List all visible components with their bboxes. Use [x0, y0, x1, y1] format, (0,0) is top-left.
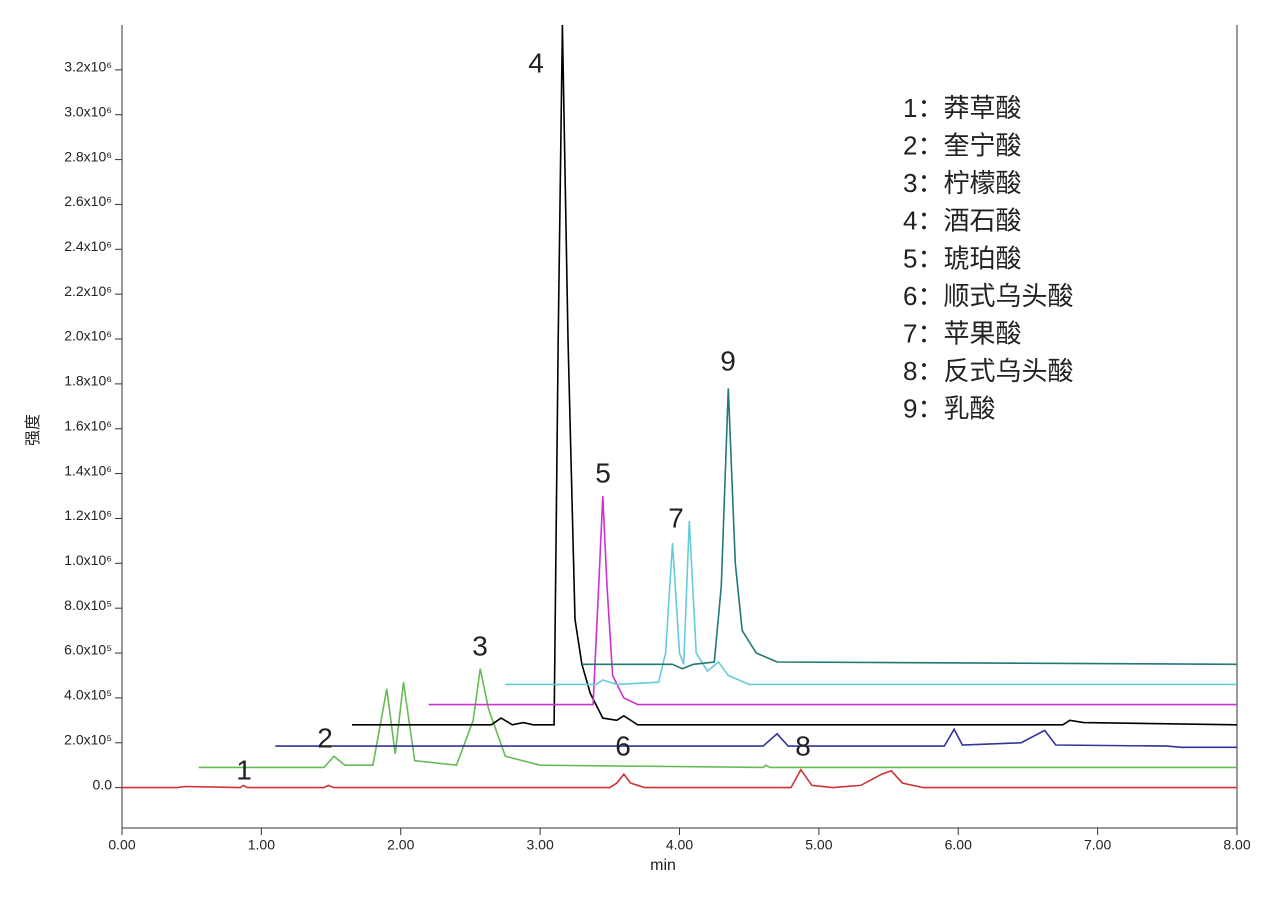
compound-label: 5：琥珀酸: [903, 243, 1021, 273]
compound-label: 4：酒石酸: [903, 206, 1021, 236]
x-tick-label: 3.00: [527, 837, 554, 853]
x-axis-label: min: [650, 857, 676, 874]
x-tick-label: 1.00: [248, 837, 275, 853]
peak-label: 3: [472, 630, 488, 661]
trace: [428, 495, 1237, 706]
y-tick-label: 1.0x10⁶: [64, 552, 112, 568]
x-tick-label: 5.00: [805, 837, 832, 853]
y-tick-label: 1.8x10⁶: [64, 373, 112, 389]
peak-label: 5: [595, 457, 611, 488]
trace: [505, 520, 1237, 686]
compound-label: 7：苹果酸: [903, 318, 1021, 348]
y-tick-label: 3.2x10⁶: [64, 59, 112, 75]
compound-label: 3：柠檬酸: [903, 168, 1021, 198]
y-tick-label: 0.0: [93, 776, 113, 792]
peak-label: 4: [528, 47, 544, 78]
peak-label: 1: [236, 754, 252, 785]
trace: [352, 25, 1237, 726]
x-tick-label: 7.00: [1084, 837, 1111, 853]
y-tick-label: 2.6x10⁶: [64, 193, 112, 209]
trace: [198, 668, 1237, 769]
compound-label: 2：奎宁酸: [903, 130, 1021, 160]
x-tick-label: 6.00: [945, 837, 972, 853]
trace: [275, 727, 1237, 749]
x-tick-label: 2.00: [387, 837, 414, 853]
y-axis-label: 强度: [24, 414, 42, 446]
compound-label: 8：反式乌头酸: [903, 356, 1073, 386]
y-tick-label: 8.0x10⁵: [64, 597, 112, 613]
peak-label: 6: [615, 730, 631, 761]
peak-label: 8: [795, 730, 811, 761]
compound-label: 6：顺式乌头酸: [903, 281, 1073, 311]
y-tick-label: 2.4x10⁶: [64, 238, 112, 254]
y-tick-label: 1.2x10⁶: [64, 507, 112, 523]
y-tick-label: 3.0x10⁶: [64, 103, 112, 119]
x-tick-label: 8.00: [1223, 837, 1250, 853]
y-tick-label: 2.2x10⁶: [64, 283, 112, 299]
peak-label: 2: [317, 722, 333, 753]
trace: [581, 388, 1237, 670]
trace: [122, 768, 1237, 789]
x-tick-label: 4.00: [666, 837, 693, 853]
y-tick-label: 4.0x10⁵: [64, 687, 112, 703]
y-tick-label: 1.6x10⁶: [64, 417, 112, 433]
x-tick-label: 0.00: [108, 837, 135, 853]
y-tick-label: 6.0x10⁵: [64, 642, 112, 658]
peak-label: 7: [668, 502, 684, 533]
compound-label: 9：乳酸: [903, 394, 995, 424]
y-tick-label: 1.4x10⁶: [64, 462, 112, 478]
y-tick-label: 2.0x10⁶: [64, 328, 112, 344]
y-tick-label: 2.0x10⁵: [64, 731, 112, 747]
compound-label: 1：莽草酸: [903, 93, 1021, 123]
y-tick-label: 2.8x10⁶: [64, 148, 112, 164]
peak-label: 9: [720, 345, 736, 376]
